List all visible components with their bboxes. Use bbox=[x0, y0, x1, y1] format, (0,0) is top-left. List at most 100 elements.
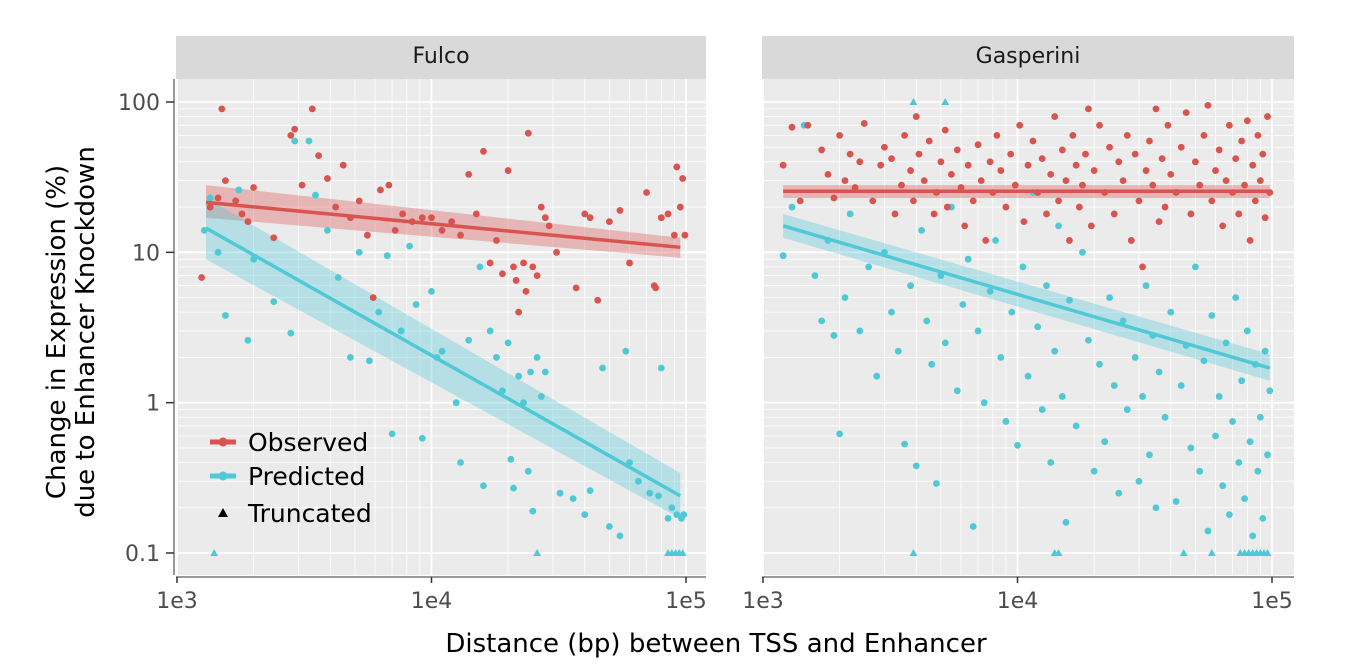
point-observed bbox=[948, 170, 955, 178]
point-observed bbox=[1142, 167, 1150, 174]
point-predicted bbox=[222, 312, 229, 319]
confidence-bands-fulco bbox=[205, 185, 681, 519]
point-observed bbox=[1127, 237, 1135, 244]
truncated-markers-fulco bbox=[210, 549, 687, 556]
legend-label-truncated: Truncated bbox=[247, 499, 372, 528]
point-predicted bbox=[992, 237, 999, 244]
point-observed bbox=[1249, 161, 1257, 169]
point-predicted bbox=[1167, 308, 1175, 316]
point-observed bbox=[238, 210, 246, 218]
point-observed bbox=[1164, 121, 1172, 129]
point-observed bbox=[1235, 210, 1243, 218]
point-observed bbox=[1243, 117, 1251, 125]
point-observed bbox=[964, 161, 972, 169]
point-predicted bbox=[1079, 248, 1086, 256]
point-observed bbox=[605, 218, 613, 226]
x-axis-fulco: 1e3 1e4 1e5 bbox=[156, 576, 707, 614]
point-predicted bbox=[291, 137, 299, 145]
point-observed bbox=[1191, 158, 1199, 166]
point-predicted bbox=[480, 482, 487, 490]
point-observed bbox=[1152, 105, 1160, 113]
point-predicted bbox=[1034, 323, 1042, 331]
point-observed bbox=[222, 177, 229, 185]
x-tick-label: 1e5 bbox=[1251, 589, 1293, 614]
fit-line-predicted bbox=[782, 224, 1271, 370]
point-observed bbox=[961, 222, 969, 230]
point-observed bbox=[673, 163, 681, 171]
point-predicted bbox=[556, 489, 564, 497]
point-observed bbox=[391, 226, 399, 234]
truncated-marker bbox=[909, 549, 918, 556]
point-predicted bbox=[1142, 282, 1150, 290]
point-observed bbox=[1043, 210, 1050, 218]
point-observed bbox=[869, 197, 877, 205]
point-predicted bbox=[622, 347, 630, 355]
point-predicted bbox=[510, 484, 517, 492]
point-observed bbox=[846, 150, 854, 158]
point-predicted bbox=[888, 308, 895, 316]
y-tick-label: 1 bbox=[146, 392, 160, 417]
truncated-marker bbox=[1054, 549, 1063, 556]
point-predicted bbox=[616, 532, 624, 540]
point-predicted bbox=[493, 354, 500, 361]
point-observed bbox=[1158, 155, 1166, 163]
point-observed bbox=[515, 308, 523, 316]
point-observed bbox=[1241, 181, 1248, 189]
point-predicted bbox=[657, 364, 665, 372]
point-predicted bbox=[668, 504, 676, 512]
point-predicted bbox=[1191, 263, 1199, 271]
point-observed bbox=[553, 248, 560, 256]
band-predicted bbox=[205, 197, 681, 519]
point-predicted bbox=[1131, 354, 1139, 361]
point-observed bbox=[520, 259, 527, 267]
point-observed bbox=[1069, 131, 1077, 139]
point-predicted bbox=[1135, 477, 1143, 485]
point-predicted bbox=[1256, 413, 1264, 421]
point-predicted bbox=[1115, 489, 1123, 497]
point-observed bbox=[1139, 263, 1146, 271]
point-predicted bbox=[964, 255, 972, 263]
point-observed bbox=[1075, 203, 1083, 211]
point-observed bbox=[1246, 237, 1254, 244]
point-observed bbox=[977, 177, 985, 185]
point-predicted bbox=[457, 459, 464, 466]
point-predicted bbox=[235, 186, 243, 194]
point-observed bbox=[1135, 197, 1143, 205]
point-predicted bbox=[818, 317, 826, 325]
y-tick-label: 10 bbox=[132, 241, 160, 266]
point-observed bbox=[804, 121, 812, 129]
point-observed bbox=[270, 234, 278, 242]
point-observed bbox=[824, 170, 832, 178]
point-observed bbox=[937, 158, 945, 166]
point-observed bbox=[788, 123, 796, 131]
point-predicted bbox=[476, 263, 484, 271]
point-predicted bbox=[830, 332, 838, 339]
point-observed bbox=[1254, 131, 1262, 139]
point-observed bbox=[881, 143, 888, 151]
point-predicted bbox=[375, 308, 383, 316]
point-observed bbox=[1106, 143, 1113, 151]
point-observed bbox=[428, 214, 435, 222]
point-observed bbox=[324, 175, 331, 182]
point-observed bbox=[856, 158, 864, 166]
point-predicted bbox=[1187, 444, 1195, 452]
point-observed bbox=[399, 210, 407, 218]
x-tick-label: 1e5 bbox=[665, 589, 707, 614]
point-predicted bbox=[836, 430, 844, 438]
point-predicted bbox=[1090, 467, 1098, 475]
point-observed bbox=[369, 294, 377, 301]
point-observed bbox=[1238, 137, 1246, 145]
panel-gasperini: Gasperini 1e3 1e4 1e5 bbox=[742, 36, 1294, 614]
point-observed bbox=[206, 203, 214, 211]
point-predicted bbox=[312, 191, 319, 199]
point-observed bbox=[1020, 218, 1028, 226]
point-observed bbox=[1196, 181, 1204, 189]
point-observed bbox=[1232, 155, 1240, 163]
point-predicted bbox=[346, 354, 354, 361]
legend-key-observed-dot bbox=[218, 437, 228, 447]
point-predicted bbox=[655, 492, 662, 500]
point-predicted bbox=[1161, 413, 1169, 421]
point-predicted bbox=[1047, 459, 1055, 466]
point-observed bbox=[920, 177, 928, 185]
